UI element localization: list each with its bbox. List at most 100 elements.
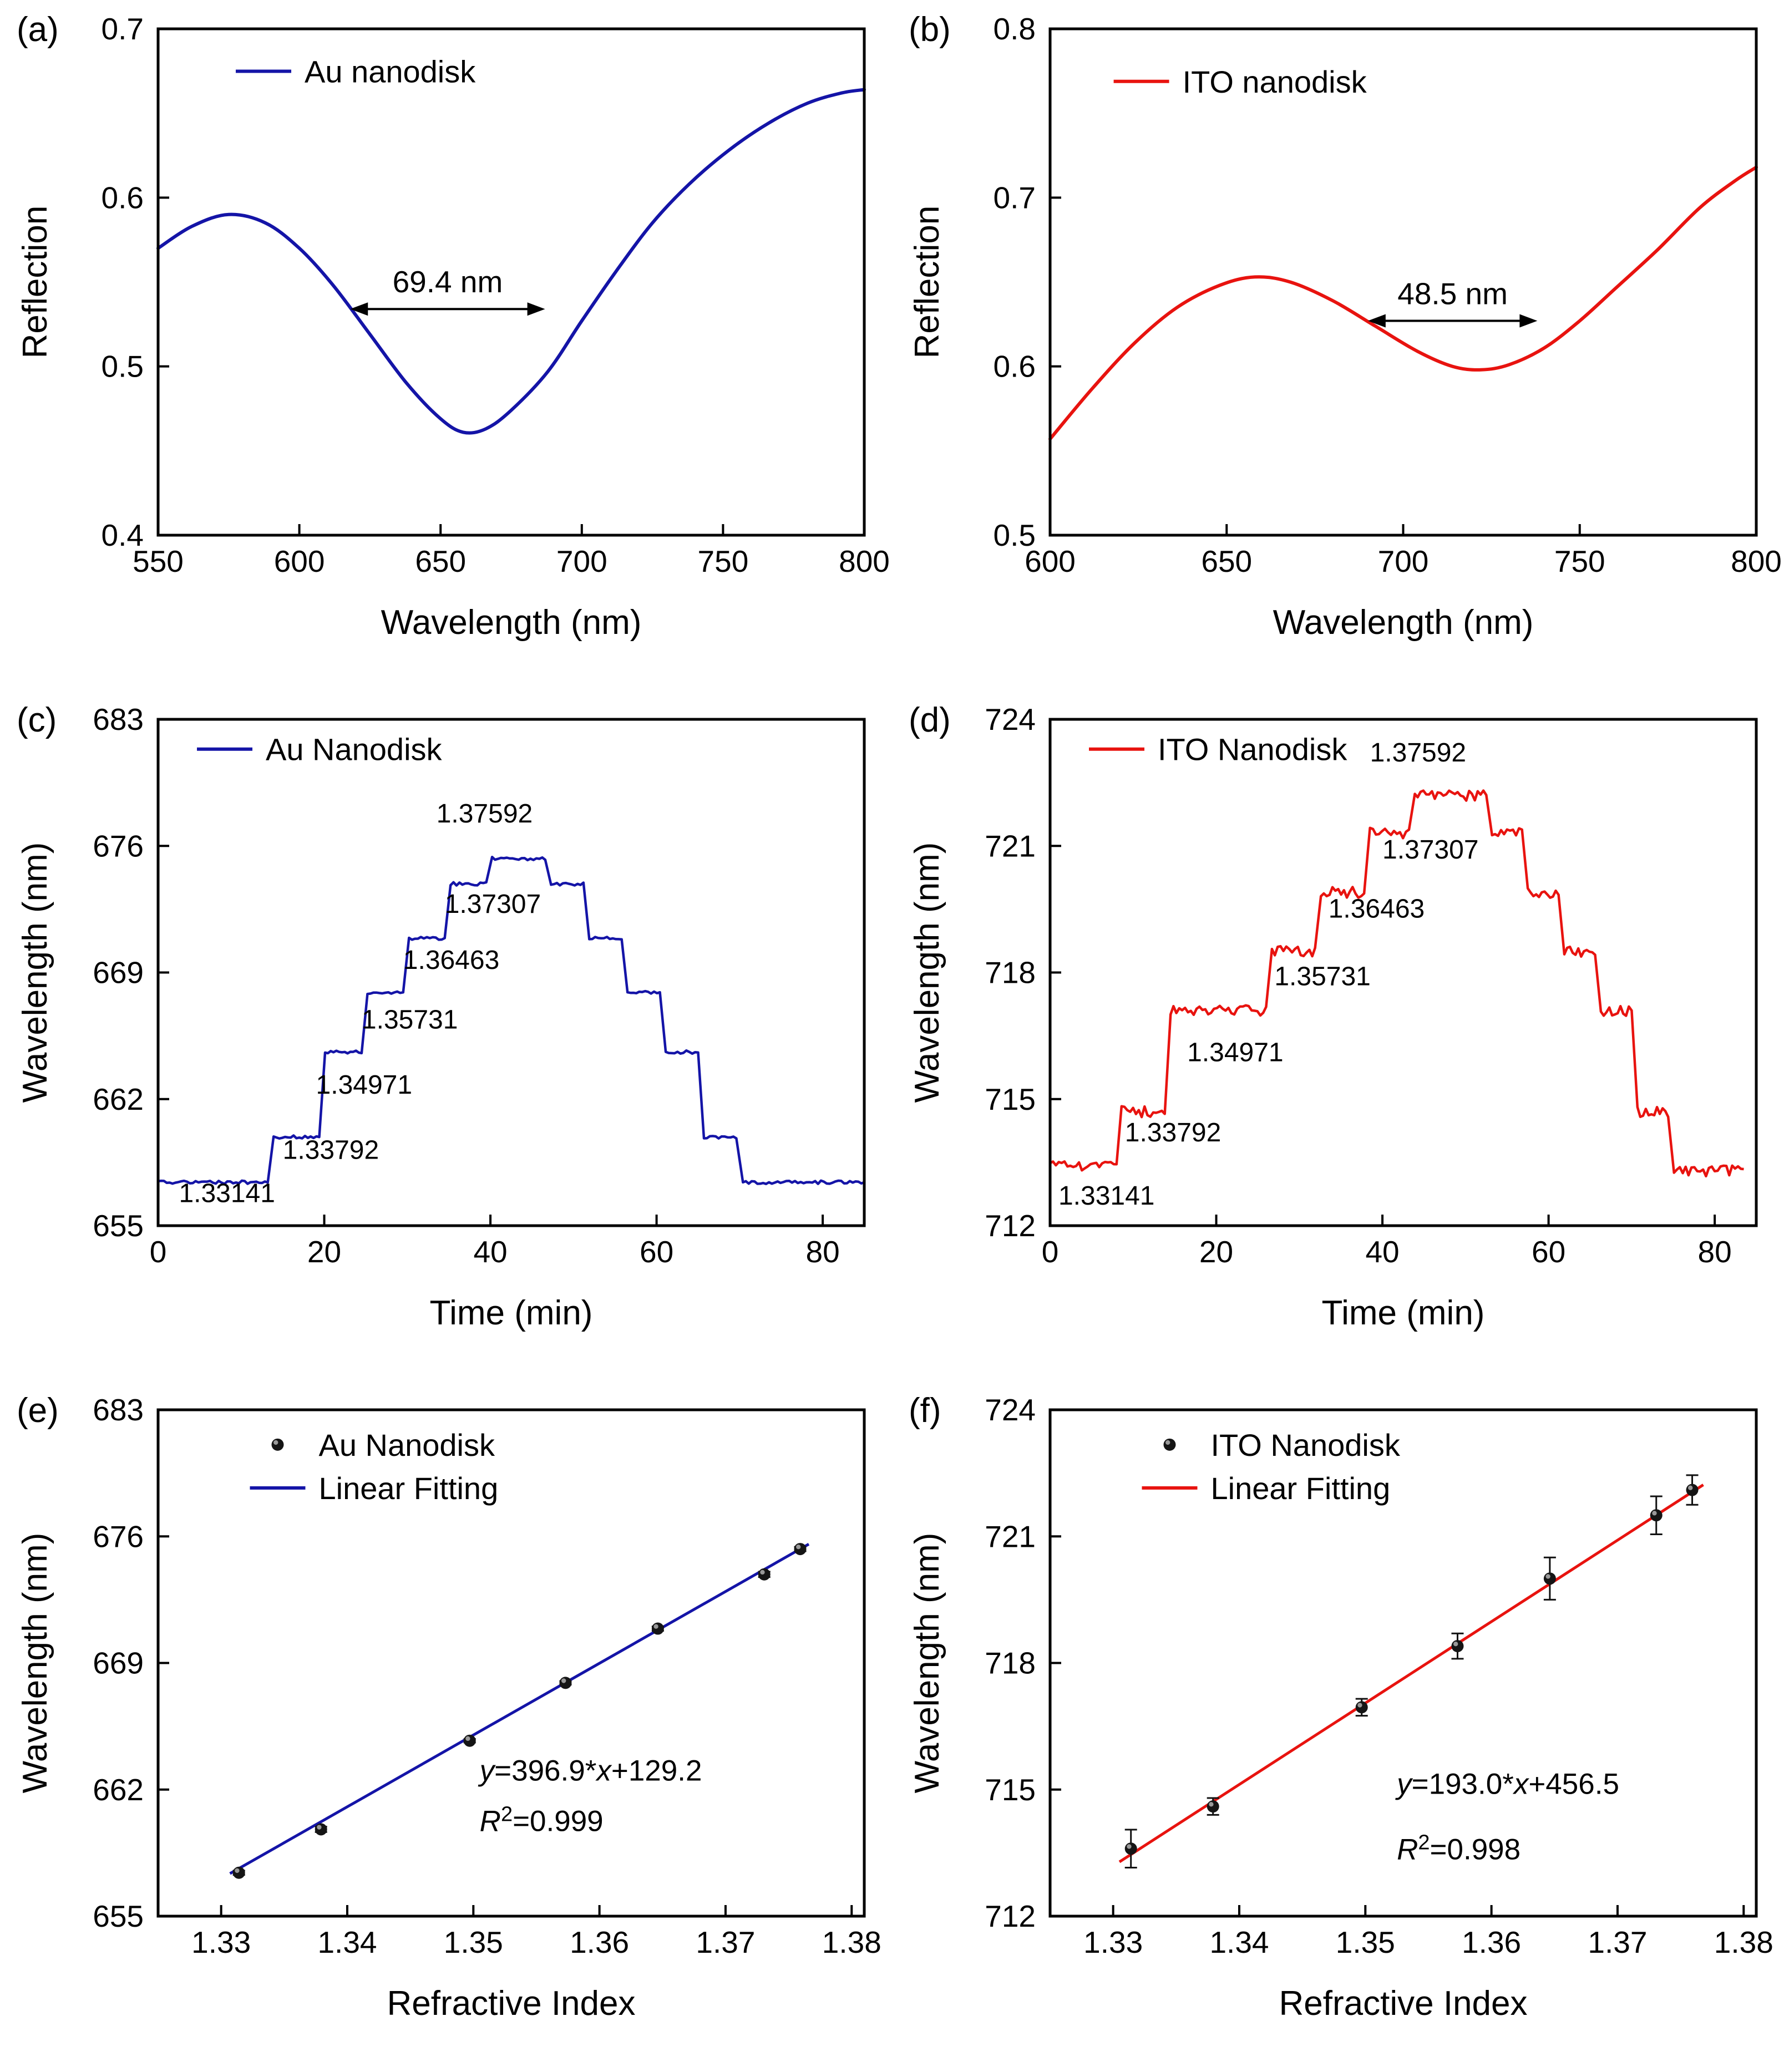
svg-text:1.33792: 1.33792	[283, 1135, 379, 1165]
svg-text:1.34971: 1.34971	[316, 1070, 413, 1100]
svg-text:1.37592: 1.37592	[437, 799, 533, 829]
svg-text:1.35: 1.35	[444, 1925, 503, 1959]
svg-text:718: 718	[985, 956, 1036, 990]
svg-text:600: 600	[1025, 544, 1076, 578]
svg-text:550: 550	[133, 544, 184, 578]
svg-text:0.6: 0.6	[102, 180, 144, 215]
panel-letter-f: (f)	[909, 1392, 941, 1430]
svg-text:60: 60	[640, 1235, 673, 1269]
svg-text:800: 800	[1731, 544, 1782, 578]
svg-text:718: 718	[985, 1646, 1036, 1680]
chart-au-wavelength-time: 0 20 40 60 80 655 662 669 676 683 Time (min) Wavele…	[16, 702, 866, 1332]
svg-text:1.33141: 1.33141	[179, 1179, 275, 1208]
svg-text:Au Nanodisk: Au Nanodisk	[266, 732, 443, 767]
svg-text:724: 724	[985, 702, 1036, 737]
svg-text:1.37: 1.37	[1588, 1925, 1647, 1959]
chart-ito-reflection-spectrum: 600 650 700 750 800 0.5 0.6 0.7 0.8 Wavelength (n…	[908, 12, 1782, 642]
svg-text:ITO Nanodisk: ITO Nanodisk	[1210, 1428, 1400, 1462]
svg-text:683: 683	[93, 1393, 144, 1427]
svg-text:0.4: 0.4	[102, 518, 144, 552]
svg-text:724: 724	[985, 1393, 1036, 1427]
svg-text:Wavelength (nm): Wavelength (nm)	[1273, 603, 1534, 642]
svg-text:Wavelength (nm): Wavelength (nm)	[16, 842, 54, 1103]
svg-text:1.36463: 1.36463	[403, 946, 500, 975]
chart-ito-wavelength-time: 0 20 40 60 80 712 715 718 721 724 Time (min) Wavele…	[908, 702, 1758, 1332]
svg-text:Wavelength (nm): Wavelength (nm)	[16, 1533, 54, 1794]
svg-text:Time (min): Time (min)	[1322, 1294, 1485, 1332]
svg-text:0: 0	[1042, 1235, 1059, 1269]
svg-text:Reflection: Reflection	[908, 206, 946, 359]
svg-text:715: 715	[985, 1082, 1036, 1116]
svg-text:0.6: 0.6	[994, 349, 1036, 384]
svg-text:669: 669	[93, 956, 144, 990]
svg-text:1.34: 1.34	[317, 1925, 377, 1959]
svg-text:Refractive Index: Refractive Index	[387, 1984, 636, 2023]
svg-text:650: 650	[415, 544, 466, 578]
panel-f: (f) 1.33 1.34 1.35 1.36 1.37 1.38 712 715 718 721…	[892, 1381, 1784, 2071]
svg-text:721: 721	[985, 1519, 1036, 1553]
svg-text:R2=0.998: R2=0.998	[1397, 1831, 1521, 1866]
svg-text:ITO Nanodisk: ITO Nanodisk	[1158, 732, 1347, 767]
svg-text:1.33: 1.33	[1083, 1925, 1143, 1959]
svg-text:1.34971: 1.34971	[1187, 1038, 1284, 1067]
chart-au-reflection-spectrum: 550 600 650 700 750 800 0.4 0.5 0.6 0.7 Wavelength…	[16, 12, 890, 642]
svg-text:0.7: 0.7	[994, 180, 1036, 215]
svg-text:1.35731: 1.35731	[1274, 962, 1371, 991]
svg-text:40: 40	[473, 1235, 507, 1269]
panel-letter-d: (d)	[909, 701, 951, 739]
svg-text:655: 655	[93, 1899, 144, 1933]
panel-letter-a: (a)	[17, 11, 59, 49]
svg-text:655: 655	[93, 1208, 144, 1243]
svg-text:40: 40	[1365, 1235, 1399, 1269]
svg-text:669: 669	[93, 1646, 144, 1680]
svg-text:1.33: 1.33	[191, 1925, 251, 1959]
svg-text:80: 80	[1698, 1235, 1732, 1269]
svg-text:y=193.0*x+456.5: y=193.0*x+456.5	[1395, 1768, 1619, 1800]
svg-text:662: 662	[93, 1082, 144, 1116]
svg-text:Au Nanodisk: Au Nanodisk	[318, 1428, 495, 1462]
svg-text:0.5: 0.5	[102, 349, 144, 384]
svg-text:60: 60	[1532, 1235, 1565, 1269]
panel-b: (b) 600 650 700 750 800 0.5 0.6 0.7 0.8 Wavelengt…	[892, 0, 1784, 690]
svg-text:1.35731: 1.35731	[362, 1005, 458, 1035]
svg-text:1.37307: 1.37307	[1382, 835, 1479, 865]
svg-text:20: 20	[307, 1235, 341, 1269]
svg-text:69.4 nm: 69.4 nm	[393, 265, 503, 299]
svg-text:Time (min): Time (min)	[430, 1294, 593, 1332]
chart-au-linear-fit: 1.33 1.34 1.35 1.36 1.37 1.38 655 662 669 676 683 R…	[16, 1393, 881, 2023]
panel-d: (d) 0 20 40 60 80 712 715 718 721 724 Time (min) Wa…	[892, 690, 1784, 1381]
panel-letter-b: (b)	[909, 11, 951, 49]
svg-text:1.33792: 1.33792	[1125, 1118, 1222, 1147]
svg-text:683: 683	[93, 702, 144, 737]
svg-text:Wavelength (nm): Wavelength (nm)	[908, 1533, 946, 1794]
panel-letter-c: (c)	[17, 701, 57, 739]
svg-text:1.38: 1.38	[822, 1925, 881, 1959]
panel-a: (a) 550 600 650 700 750 800 0.4 0.5 0.6 0.7 Wavele…	[0, 0, 892, 690]
svg-text:1.36: 1.36	[570, 1925, 629, 1959]
svg-text:650: 650	[1201, 544, 1252, 578]
svg-text:712: 712	[985, 1208, 1036, 1243]
svg-text:Linear Fitting: Linear Fitting	[318, 1471, 498, 1506]
svg-text:0.8: 0.8	[994, 12, 1036, 46]
svg-text:80: 80	[806, 1235, 840, 1269]
svg-text:700: 700	[1378, 544, 1429, 578]
svg-text:Au nanodisk: Au nanodisk	[305, 54, 476, 89]
svg-text:715: 715	[985, 1773, 1036, 1807]
svg-text:662: 662	[93, 1773, 144, 1807]
svg-text:0: 0	[150, 1235, 167, 1269]
svg-text:1.37307: 1.37307	[445, 890, 541, 919]
panel-c: (c) 0 20 40 60 80 655 662 669 676 683 Time (min) Wa…	[0, 690, 892, 1381]
svg-text:Wavelength (nm): Wavelength (nm)	[381, 603, 642, 642]
svg-text:721: 721	[985, 829, 1036, 863]
svg-text:676: 676	[93, 829, 144, 863]
svg-text:1.35: 1.35	[1336, 1925, 1395, 1959]
svg-text:y=396.9*x+129.2: y=396.9*x+129.2	[478, 1754, 702, 1787]
svg-text:676: 676	[93, 1519, 144, 1553]
svg-text:800: 800	[839, 544, 890, 578]
svg-text:1.38: 1.38	[1714, 1925, 1773, 1959]
svg-text:600: 600	[274, 544, 325, 578]
svg-text:R2=0.999: R2=0.999	[480, 1803, 604, 1838]
svg-text:Reflection: Reflection	[16, 206, 54, 359]
svg-text:Refractive Index: Refractive Index	[1279, 1984, 1528, 2023]
